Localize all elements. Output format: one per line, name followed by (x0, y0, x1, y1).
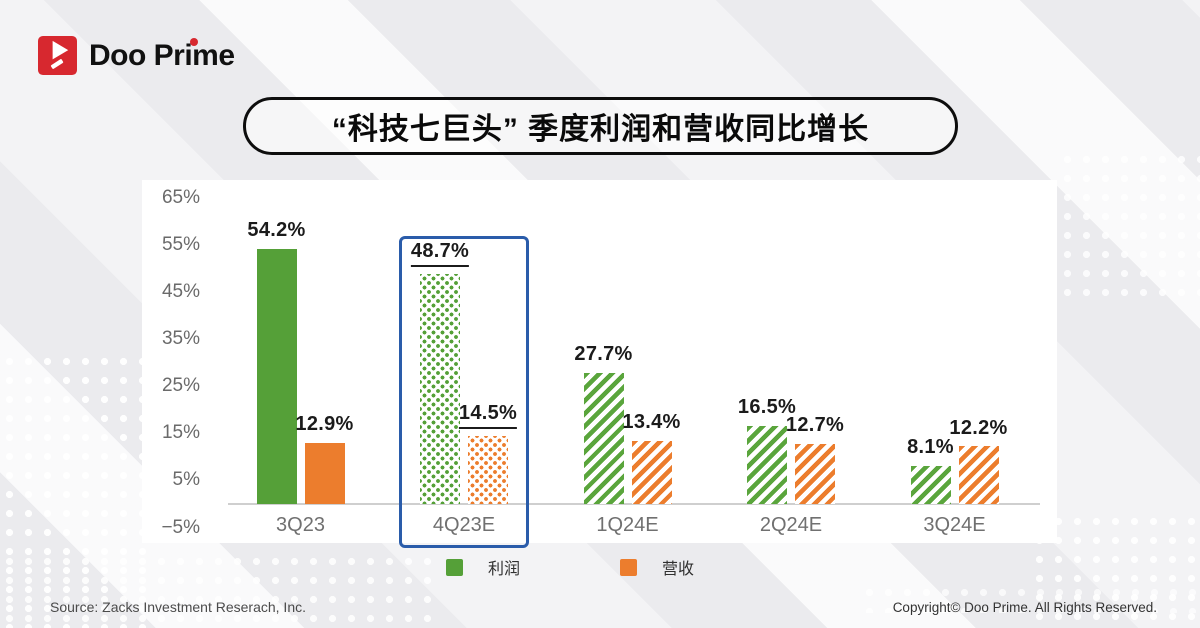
legend-item-orange: 营收 (620, 555, 694, 579)
y-axis-tick-35: 35% (161, 328, 200, 349)
y-axis-tick-25: 25% (161, 375, 200, 397)
value-label-green-4q23e: 48.7% (410, 240, 470, 268)
value-label-orange-1q24e: 13.4% (622, 410, 681, 433)
value-label-green-3q24e: 8.1% (907, 435, 954, 458)
x-axis-baseline (228, 503, 1040, 505)
legend-label-green: 利润 (488, 561, 521, 578)
y-axis-tick--5: −5% (161, 516, 200, 538)
value-label-orange-4q23e: 14.5% (458, 402, 518, 429)
x-axis-label-1q24e: 1Q24E (596, 514, 659, 536)
x-axis-label-3q24e: 3Q24E (923, 514, 986, 536)
doo-prime-logo-text: Doo Prime (89, 38, 235, 72)
chart-title: “科技七巨头” 季度利润和营收同比增长 (331, 113, 870, 146)
y-axis-tick-5: 5% (172, 469, 200, 491)
value-label-green-1q24e: 27.7% (574, 343, 633, 366)
doo-prime-logo: Doo Prime (38, 36, 235, 75)
bar-green-3q24e (910, 465, 951, 504)
bar-green-1q24e (583, 373, 624, 504)
x-axis-label-3q23: 3Q23 (276, 514, 325, 536)
bar-orange-3q24e (958, 446, 999, 504)
legend-label-orange: 营收 (662, 561, 695, 578)
source-attribution: Source: Zacks Investment Reserach, Inc. (50, 599, 306, 615)
bar-orange-1q24e (631, 440, 672, 504)
bar-orange-4q23e (468, 435, 508, 504)
copyright-notice: Copyright© Doo Prime. All Rights Reserve… (892, 600, 1157, 615)
highlight-box-4q23e (399, 236, 529, 548)
value-label-orange-2q24e: 12.7% (785, 414, 845, 437)
halftone-dots-bottom-left (0, 552, 440, 628)
bar-green-4q23e (420, 274, 460, 504)
halftone-dots-bottom-right-strip (860, 583, 1200, 613)
bar-orange-3q23 (304, 443, 345, 504)
bar-green-3q23 (256, 248, 297, 504)
y-axis-tick-15: 15% (161, 422, 200, 444)
logo-i-red-dot (190, 38, 198, 46)
legend-swatch-orange (620, 558, 638, 576)
halftone-dots-top-right (1058, 150, 1200, 300)
bar-green-2q24e (747, 426, 787, 504)
y-axis-tick-65: 65% (161, 186, 200, 208)
x-axis-label-2q24e: 2Q24E (759, 514, 823, 536)
y-axis-tick-45: 45% (161, 280, 200, 302)
chart-legend: 利润 营收 (446, 555, 694, 579)
chart-panel: 65% 55% 45% 35% 25% 15% 5% −5% 3Q23 54.2% 12.9% 4Q2… (142, 180, 1057, 548)
value-label-green-2q24e: 16.5% (737, 396, 797, 419)
doo-prime-logo-icon (38, 36, 77, 75)
legend-swatch-green (446, 558, 463, 576)
legend-item-green: 利润 (446, 555, 520, 579)
chart-title-box: “科技七巨头” 季度利润和营收同比增长 (243, 97, 958, 155)
x-axis-label-4q23e: 4Q23E (432, 514, 496, 536)
value-label-orange-3q24e: 12.2% (949, 416, 1008, 439)
value-label-orange-3q23: 12.9% (295, 413, 354, 436)
bar-orange-2q24e (795, 444, 835, 504)
y-axis-tick-55: 55% (161, 233, 200, 255)
value-label-green-3q23: 54.2% (247, 218, 306, 241)
